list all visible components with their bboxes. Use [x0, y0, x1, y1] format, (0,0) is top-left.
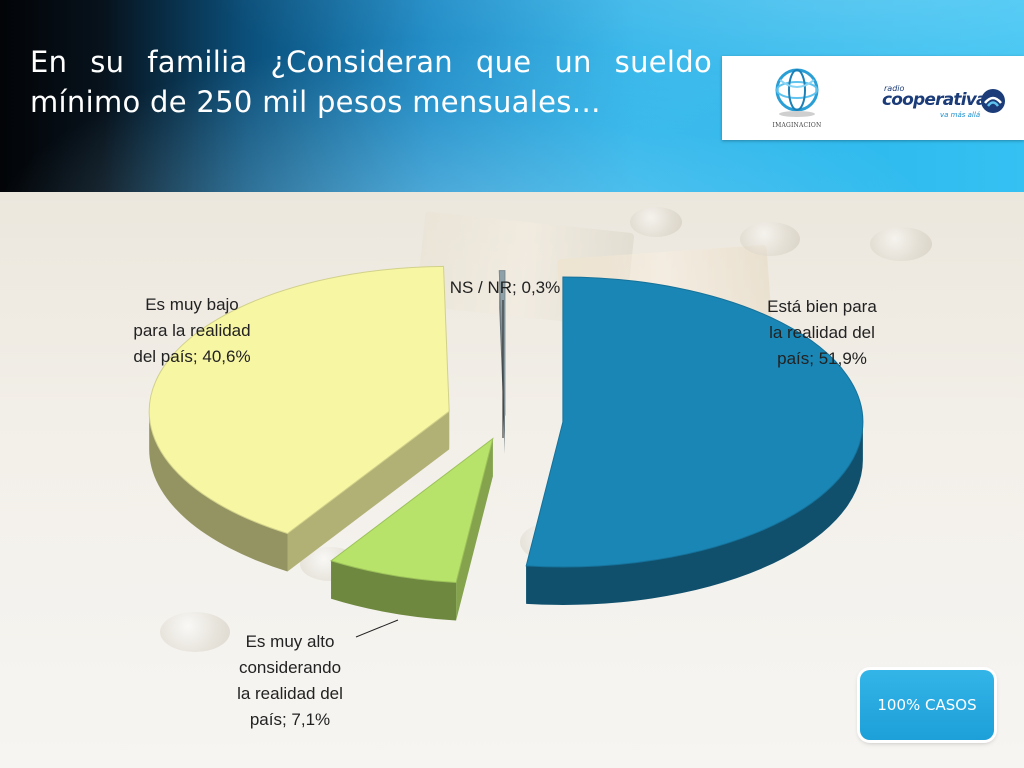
slice-top-face — [148, 265, 450, 535]
pie-slice-1 — [330, 437, 494, 621]
slide-title: En su familia ¿Consideran que un sueldo … — [30, 45, 712, 119]
slice-outer-wall — [149, 411, 288, 572]
slice-outer-wall — [331, 560, 457, 621]
slice-label-1: Es muy alto considerando la realidad del pa… — [237, 632, 343, 729]
slice-top-face — [525, 276, 864, 568]
cooperativa-logo: radio cooperativa va más allá — [882, 84, 1012, 124]
imaginacion-logo: IMAGINACION — [762, 64, 832, 136]
slice-label-0: Está bien para la realidad del país; 51,9% — [767, 297, 877, 368]
coin-decoration — [160, 612, 230, 652]
leader-line-1 — [355, 619, 399, 638]
slice-outer-wall — [526, 421, 863, 605]
globe-icon — [775, 68, 819, 117]
pie-slice-2 — [148, 265, 450, 572]
slice-side-wall — [456, 438, 493, 621]
pie-slice-0 — [525, 276, 864, 605]
slice-side-wall — [287, 411, 450, 572]
imaginacion-wordmark: IMAGINACION — [772, 122, 822, 129]
logo-bar: IMAGINACION radio cooperativa va más all… — [722, 56, 1024, 140]
pie-slice-3 — [498, 270, 506, 454]
cases-badge: 100% CASOS — [860, 670, 994, 740]
slice-label-3: NS / NR; 0,3% — [450, 278, 561, 297]
slice-top-face — [498, 270, 506, 416]
radio-wave-icon — [981, 89, 1005, 113]
cooperativa-wordmark: cooperativa — [882, 90, 988, 110]
slice-label-2: Es muy bajo para la realidad del país; 40,… — [133, 295, 250, 366]
cooperativa-tagline: va más allá — [940, 111, 981, 119]
coin-decoration — [740, 222, 800, 256]
slice-top-face — [330, 437, 494, 584]
coin-decoration — [870, 227, 932, 261]
cooperativa-radio-text: radio — [884, 84, 905, 93]
coin-decoration — [630, 207, 682, 237]
